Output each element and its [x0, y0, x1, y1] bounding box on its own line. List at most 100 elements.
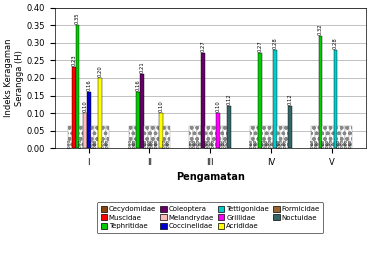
Text: 0.10: 0.10 [215, 100, 220, 112]
Bar [227, 106, 231, 148]
Bar [319, 36, 322, 148]
Bar [79, 126, 83, 148]
Text: 0.12: 0.12 [226, 93, 232, 105]
Bar [311, 126, 315, 148]
Text: 0.00: 0.00 [193, 139, 197, 148]
Bar [315, 126, 319, 148]
Bar [284, 126, 288, 148]
Text: 0.00: 0.00 [311, 139, 315, 148]
Bar [326, 126, 330, 148]
Text: 0.00: 0.00 [254, 139, 258, 148]
Text: 0.00: 0.00 [208, 139, 212, 148]
Text: 0.00: 0.00 [155, 139, 159, 148]
Bar [322, 126, 326, 148]
Text: 0.21: 0.21 [139, 62, 144, 73]
Bar [68, 126, 72, 148]
Text: 0.10: 0.10 [83, 100, 87, 112]
Text: 0.00: 0.00 [345, 139, 349, 148]
Text: 0.00: 0.00 [262, 139, 265, 148]
Text: 0.20: 0.20 [98, 65, 102, 77]
Text: 0.00: 0.00 [341, 139, 345, 148]
Text: 0.00: 0.00 [314, 139, 319, 148]
Text: 0.00: 0.00 [105, 139, 110, 148]
Bar [197, 126, 201, 148]
Text: 0.00: 0.00 [144, 139, 148, 148]
Text: 0.00: 0.00 [223, 139, 227, 148]
Text: 0.00: 0.00 [94, 139, 98, 148]
Bar [258, 53, 262, 148]
Text: 0.00: 0.00 [269, 139, 273, 148]
Bar [273, 50, 277, 148]
Bar [91, 126, 94, 148]
Text: 0.16: 0.16 [86, 79, 91, 91]
Text: 0.12: 0.12 [287, 93, 292, 105]
Bar [94, 126, 98, 148]
Bar [129, 126, 132, 148]
Bar [337, 126, 341, 148]
Text: 0.00: 0.00 [91, 139, 94, 148]
Text: 0.27: 0.27 [257, 41, 262, 52]
Bar [349, 126, 352, 148]
Bar [205, 126, 208, 148]
Y-axis label: Indeks Keragaman
Serangga (H): Indeks Keragaman Serangga (H) [4, 39, 24, 117]
Text: 0.00: 0.00 [162, 139, 166, 148]
Bar [250, 126, 254, 148]
Bar [83, 113, 87, 148]
Bar [254, 126, 258, 148]
Legend: Cecydomidae, Muscidae, Tephritidae, Coleoptera, Melandrydae, Coccinelidae, Tetti: Cecydomidae, Muscidae, Tephritidae, Cole… [97, 202, 323, 233]
Text: 0.00: 0.00 [250, 139, 254, 148]
Text: 0.00: 0.00 [129, 139, 132, 148]
Bar [98, 78, 102, 148]
Text: 0.23: 0.23 [71, 55, 76, 66]
Bar [208, 126, 212, 148]
X-axis label: Pengamatan: Pengamatan [176, 173, 245, 182]
Text: 0.16: 0.16 [136, 79, 141, 91]
Text: 0.00: 0.00 [349, 139, 353, 148]
Bar [334, 50, 337, 148]
Text: 0.00: 0.00 [284, 139, 288, 148]
Text: 0.00: 0.00 [166, 139, 170, 148]
Bar [288, 106, 292, 148]
Bar [163, 126, 167, 148]
Bar [216, 113, 220, 148]
Bar [72, 67, 75, 148]
Text: 0.00: 0.00 [337, 139, 341, 148]
Bar [193, 126, 197, 148]
Text: 0.00: 0.00 [330, 139, 334, 148]
Text: 0.00: 0.00 [148, 139, 151, 148]
Text: 0.00: 0.00 [132, 139, 137, 148]
Text: 0.00: 0.00 [276, 139, 280, 148]
Bar [345, 126, 349, 148]
Bar [341, 126, 345, 148]
Text: 0.28: 0.28 [272, 37, 277, 49]
Bar [140, 74, 144, 148]
Text: 0.00: 0.00 [68, 139, 72, 148]
Bar [262, 126, 265, 148]
Bar [201, 53, 205, 148]
Bar [330, 126, 334, 148]
Text: 0.00: 0.00 [79, 139, 83, 148]
Bar [212, 126, 216, 148]
Bar [166, 126, 170, 148]
Bar [151, 126, 155, 148]
Text: 0.00: 0.00 [326, 139, 330, 148]
Text: 0.00: 0.00 [265, 139, 269, 148]
Text: 0.00: 0.00 [197, 139, 201, 148]
Text: 0.00: 0.00 [189, 139, 194, 148]
Bar [136, 92, 140, 148]
Text: 0.00: 0.00 [212, 139, 216, 148]
Text: 0.00: 0.00 [322, 139, 326, 148]
Bar [159, 113, 163, 148]
Bar [220, 126, 223, 148]
Bar [75, 25, 79, 148]
Bar [269, 126, 273, 148]
Bar [102, 126, 106, 148]
Bar [277, 126, 280, 148]
Bar [148, 126, 151, 148]
Text: 0.32: 0.32 [318, 23, 323, 35]
Bar [189, 126, 193, 148]
Text: 0.00: 0.00 [102, 139, 106, 148]
Bar [155, 126, 159, 148]
Bar [144, 126, 148, 148]
Text: 0.00: 0.00 [151, 139, 155, 148]
